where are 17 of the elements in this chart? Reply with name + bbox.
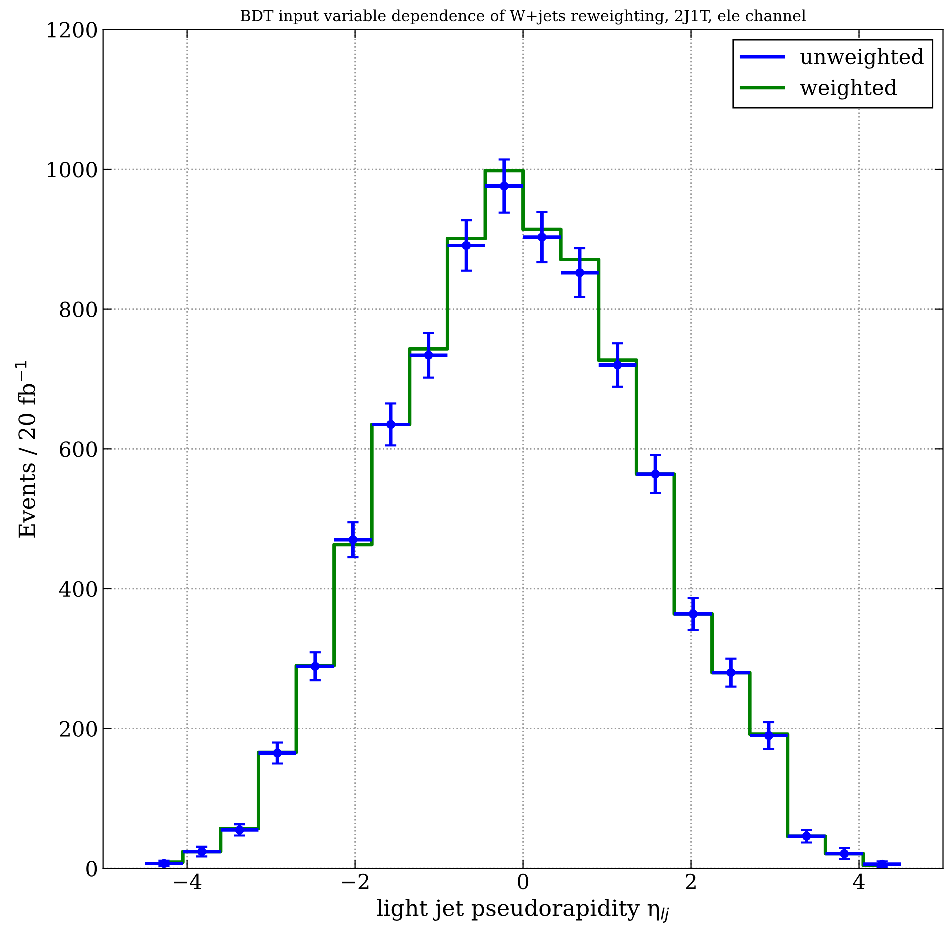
x-axis-title: light jet pseudorapidity η$_{lj}$ bbox=[377, 899, 670, 923]
x-tick-label: −2 bbox=[342, 874, 369, 890]
y-tick-label: 600 bbox=[60, 442, 98, 458]
y-tick-label: 400 bbox=[59, 581, 98, 598]
y-axis-title: Events / 20 fb$^{−1}$ bbox=[15, 361, 38, 538]
y-tick-label: 0 bbox=[86, 861, 98, 877]
chart-title: BDT input variable dependence of W+jets reweighting, 2J1T, ele channel bbox=[240, 10, 806, 25]
legend-label: unweighted bbox=[800, 48, 924, 69]
y-tick-label: 800 bbox=[60, 302, 98, 318]
x-tick-label: 0 bbox=[518, 874, 529, 890]
x-tick-label: 4 bbox=[853, 874, 865, 890]
legend-label: weighted bbox=[800, 79, 898, 100]
x-tick-label: −4 bbox=[174, 874, 202, 890]
y-tick-label: 1000 bbox=[48, 162, 98, 178]
y-tick-label: 1200 bbox=[48, 22, 98, 38]
x-tick-label: 2 bbox=[686, 874, 696, 890]
y-tick-label: 200 bbox=[60, 721, 98, 737]
